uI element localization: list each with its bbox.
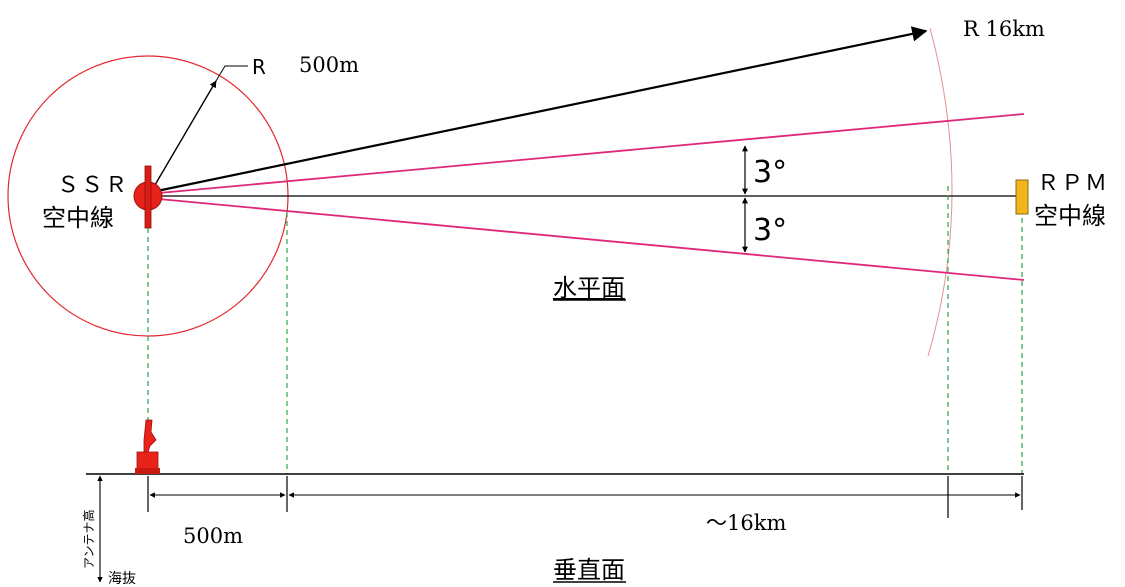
- dim-far-label: ～16km: [706, 511, 786, 535]
- angle-lower-label: 3°: [753, 213, 787, 248]
- ssr-label-line1: ＳＳＲ: [57, 173, 129, 198]
- ssr-antenna-icon: [133, 165, 163, 229]
- rpm-antenna-icon: [1015, 179, 1029, 215]
- rpm-label-line2: 空中線: [1034, 202, 1106, 230]
- radius-label: R: [252, 55, 266, 79]
- radius-value: 500m: [299, 53, 359, 77]
- range-label: R 16km: [963, 17, 1045, 41]
- sea-level-label: 海抜: [108, 571, 136, 587]
- beam-upper-line: [147, 113, 1025, 195]
- horizontal-plane-title: 水平面: [553, 274, 625, 302]
- angle-upper-label: 3°: [753, 155, 787, 190]
- antenna-height-label: アンテナ高: [81, 509, 96, 569]
- range-16km-arc: [927, 27, 953, 357]
- range-16km-arrow: [151, 26, 928, 194]
- vertical-plane-title: 垂直面: [553, 556, 625, 584]
- ssr-label-line2: 空中線: [42, 204, 114, 232]
- dim-near-label: 500m: [183, 524, 243, 548]
- radius-label-leader: [215, 65, 248, 82]
- beam-lower-line: [147, 197, 1025, 281]
- ssr-antenna-side-icon: [135, 419, 160, 474]
- rpm-label-line1: ＲＰＭ: [1037, 171, 1109, 196]
- radius-arrow: [151, 80, 217, 191]
